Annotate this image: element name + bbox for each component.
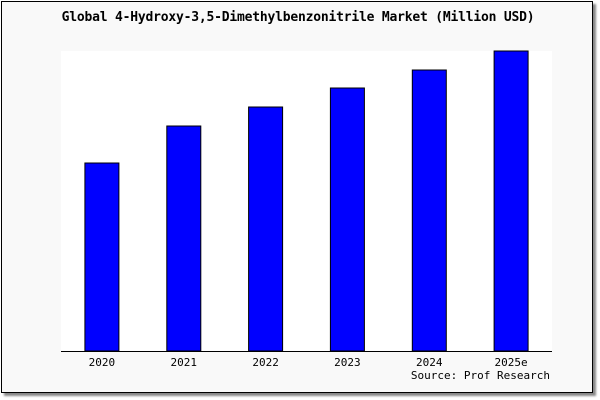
- chart-title: Global 4-Hydroxy-3,5-Dimethylbenzonitril…: [61, 10, 535, 25]
- bar-2023: [329, 87, 365, 352]
- chart-frame: Global 4-Hydroxy-3,5-Dimethylbenzonitril…: [1, 1, 593, 393]
- x-tick-label: 2024: [416, 356, 443, 369]
- bar-2021: [166, 125, 202, 352]
- x-tick-label: 2022: [252, 356, 279, 369]
- bar-chart: 2020 2021 2022 2023 2024 2025e: [61, 50, 552, 369]
- bar-2020: [84, 162, 120, 352]
- x-tick-label: 2025e: [495, 356, 528, 369]
- bar-2022: [248, 106, 284, 352]
- x-tick-label: 2021: [171, 356, 198, 369]
- bar-2025e: [493, 50, 529, 352]
- bar-2024: [411, 69, 447, 352]
- x-tick-label: 2020: [89, 356, 116, 369]
- source-note: Source: Prof Research: [410, 369, 550, 382]
- x-tick-label: 2023: [334, 356, 361, 369]
- plot-area: [61, 51, 552, 351]
